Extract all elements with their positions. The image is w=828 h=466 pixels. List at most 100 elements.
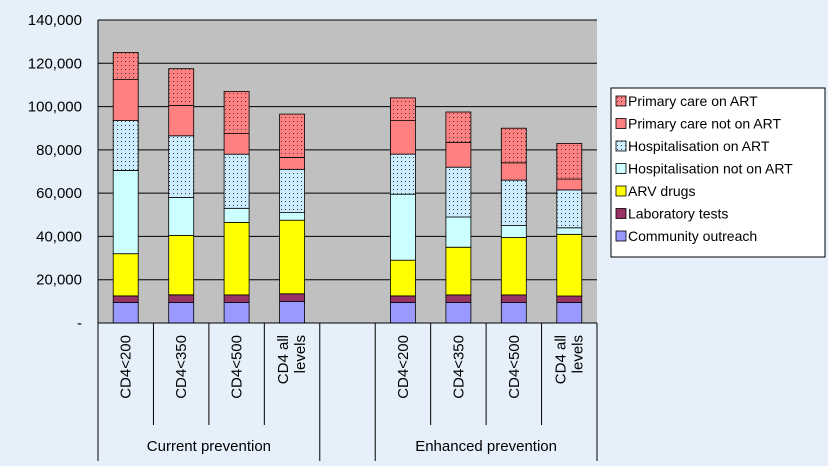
- x-tick-label: levels: [292, 335, 309, 373]
- y-tick-label: 80,000: [36, 142, 82, 159]
- x-tick-label: CD4<350: [173, 335, 190, 399]
- bar-segment-primary-care-not-on-art: [112, 79, 139, 121]
- bar-segment-laboratory-tests: [223, 294, 250, 303]
- bar-segment-hospitalisation-on-art: [389, 153, 416, 195]
- x-tick-label-group: CD4<500: [506, 335, 523, 399]
- bar-segment-primary-care-on-art: [556, 142, 583, 180]
- bar-segment-hospitalisation-on-art: [279, 168, 306, 214]
- legend-label-hospitalisation-not-on-art: Hospitalisation not on ART: [628, 161, 793, 177]
- y-tick-label: -: [77, 315, 82, 332]
- legend-swatch-primary-care-on-art: [615, 95, 627, 107]
- x-tick-label-group: CD4<200: [118, 335, 135, 399]
- bar-segment-community-outreach: [223, 301, 250, 324]
- bar-segment-community-outreach: [500, 301, 527, 324]
- x-tick-label: CD4<200: [395, 335, 412, 399]
- bar-segment-hospitalisation-not-on-art: [223, 207, 250, 223]
- bar-segment-hospitalisation-not-on-art: [500, 225, 527, 238]
- legend-label-community-outreach: Community outreach: [628, 228, 757, 244]
- bar-segment-community-outreach: [389, 301, 416, 324]
- bar-segment-laboratory-tests: [168, 294, 195, 303]
- x-tick-label-group: CD4 all levels: [275, 335, 309, 384]
- bar-segment-primary-care-not-on-art: [389, 120, 416, 155]
- y-tick-label: 100,000: [28, 99, 82, 116]
- bar-segment-hospitalisation-on-art: [445, 166, 472, 218]
- legend-swatch-arv-drugs: [615, 185, 627, 197]
- bar-segment-primary-care-not-on-art: [556, 178, 583, 191]
- bar-segment-community-outreach: [445, 301, 472, 324]
- legend-swatch-laboratory-tests: [615, 208, 627, 219]
- bar-segment-arv-drugs: [389, 259, 416, 297]
- legend-label-hospitalisation-on-art: Hospitalisation on ART: [628, 138, 770, 154]
- x-group-label: Enhanced prevention: [415, 438, 557, 455]
- bar-segment-hospitalisation-on-art: [223, 153, 250, 209]
- x-tick-label-group: CD4<200: [395, 335, 412, 399]
- x-tick-label: levels: [569, 335, 586, 373]
- bar-segment-arv-drugs: [445, 246, 472, 296]
- bar-segment-laboratory-tests: [500, 294, 527, 303]
- legend-swatch-hospitalisation-on-art: [615, 140, 627, 152]
- bar-segment-laboratory-tests: [389, 295, 416, 303]
- bar-segment-primary-care-not-on-art: [223, 133, 250, 155]
- legend-swatch-hospitalisation-not-on-art: [615, 163, 627, 174]
- bar-segment-community-outreach: [279, 300, 306, 324]
- y-tick-label: 140,000: [28, 12, 82, 29]
- bar-segment-arv-drugs: [556, 233, 583, 297]
- x-tick-label-group: CD4 all levels: [552, 335, 586, 384]
- bar-segment-primary-care-on-art: [445, 111, 472, 143]
- y-tick-label: 20,000: [36, 272, 82, 289]
- y-tick-label: 40,000: [36, 228, 82, 245]
- bar-segment-hospitalisation-not-on-art: [112, 169, 139, 255]
- x-tick-label-group: CD4<350: [450, 335, 467, 399]
- legend-box: [610, 87, 826, 258]
- bar-segment-community-outreach: [112, 301, 139, 324]
- legend-label-primary-care-not-on-art: Primary care not on ART: [628, 116, 781, 132]
- bar-segment-hospitalisation-not-on-art: [168, 197, 195, 236]
- bar-segment-hospitalisation-on-art: [168, 135, 195, 198]
- bar-segment-hospitalisation-not-on-art: [556, 227, 583, 235]
- bar-segment-primary-care-not-on-art: [500, 162, 527, 181]
- bar-segment-hospitalisation-on-art: [500, 179, 527, 226]
- bar-segment-primary-care-on-art: [223, 91, 250, 135]
- bar-segment-arv-drugs: [223, 221, 250, 296]
- bar-segment-hospitalisation-on-art: [112, 120, 139, 171]
- legend-label-laboratory-tests: Laboratory tests: [628, 206, 728, 222]
- bar-segment-laboratory-tests: [112, 295, 139, 303]
- x-tick-label: CD4<200: [118, 335, 135, 399]
- bar-segment-primary-care-on-art: [168, 68, 195, 106]
- x-tick-label-group: CD4<500: [229, 335, 246, 399]
- bar-segment-community-outreach: [168, 301, 195, 324]
- bar-segment-laboratory-tests: [279, 293, 306, 302]
- bars: [112, 52, 583, 324]
- x-tick-label: CD4<350: [450, 335, 467, 399]
- bar-segment-hospitalisation-on-art: [556, 189, 583, 229]
- x-tick-label: CD4 all: [552, 335, 569, 384]
- legend-label-arv-drugs: ARV drugs: [628, 183, 695, 199]
- bar-segment-primary-care-on-art: [279, 113, 306, 158]
- bar-segment-arv-drugs: [112, 253, 139, 297]
- bar-segment-hospitalisation-not-on-art: [279, 212, 306, 221]
- legend: Primary care on ART Primary care not on A…: [610, 87, 826, 258]
- bar-segment-laboratory-tests: [445, 294, 472, 303]
- bar-segment-hospitalisation-not-on-art: [389, 193, 416, 261]
- bar-segment-primary-care-on-art: [500, 127, 527, 164]
- x-tick-label: CD4<500: [229, 335, 246, 399]
- x-axis: CD4<200 CD4<350 CD4<500 CD4 all levels CD4<20…: [97, 322, 598, 461]
- bar-segment-arv-drugs: [500, 237, 527, 296]
- bar-segment-primary-care-not-on-art: [168, 105, 195, 137]
- legend-swatch-community-outreach: [615, 230, 627, 242]
- y-tick-label: 120,000: [28, 55, 82, 72]
- bar-segment-primary-care-on-art: [389, 97, 416, 122]
- bar-segment-arv-drugs: [168, 234, 195, 296]
- x-group-label: Current prevention: [147, 438, 271, 455]
- bar-segment-laboratory-tests: [556, 295, 583, 303]
- legend-label-primary-care-on-art: Primary care on ART: [628, 93, 758, 109]
- bar-segment-primary-care-not-on-art: [445, 141, 472, 168]
- x-tick-label: CD4 all: [275, 335, 292, 384]
- x-tick-label-group: CD4<350: [173, 335, 190, 399]
- bar-segment-hospitalisation-not-on-art: [445, 216, 472, 248]
- bar-segment-arv-drugs: [279, 219, 306, 295]
- x-tick-label: CD4<500: [506, 335, 523, 399]
- y-tick-label: 60,000: [36, 185, 82, 202]
- y-axis-ticks: - 20,000 40,000 60,000 80,000 100,000 120,000 1…: [28, 12, 99, 332]
